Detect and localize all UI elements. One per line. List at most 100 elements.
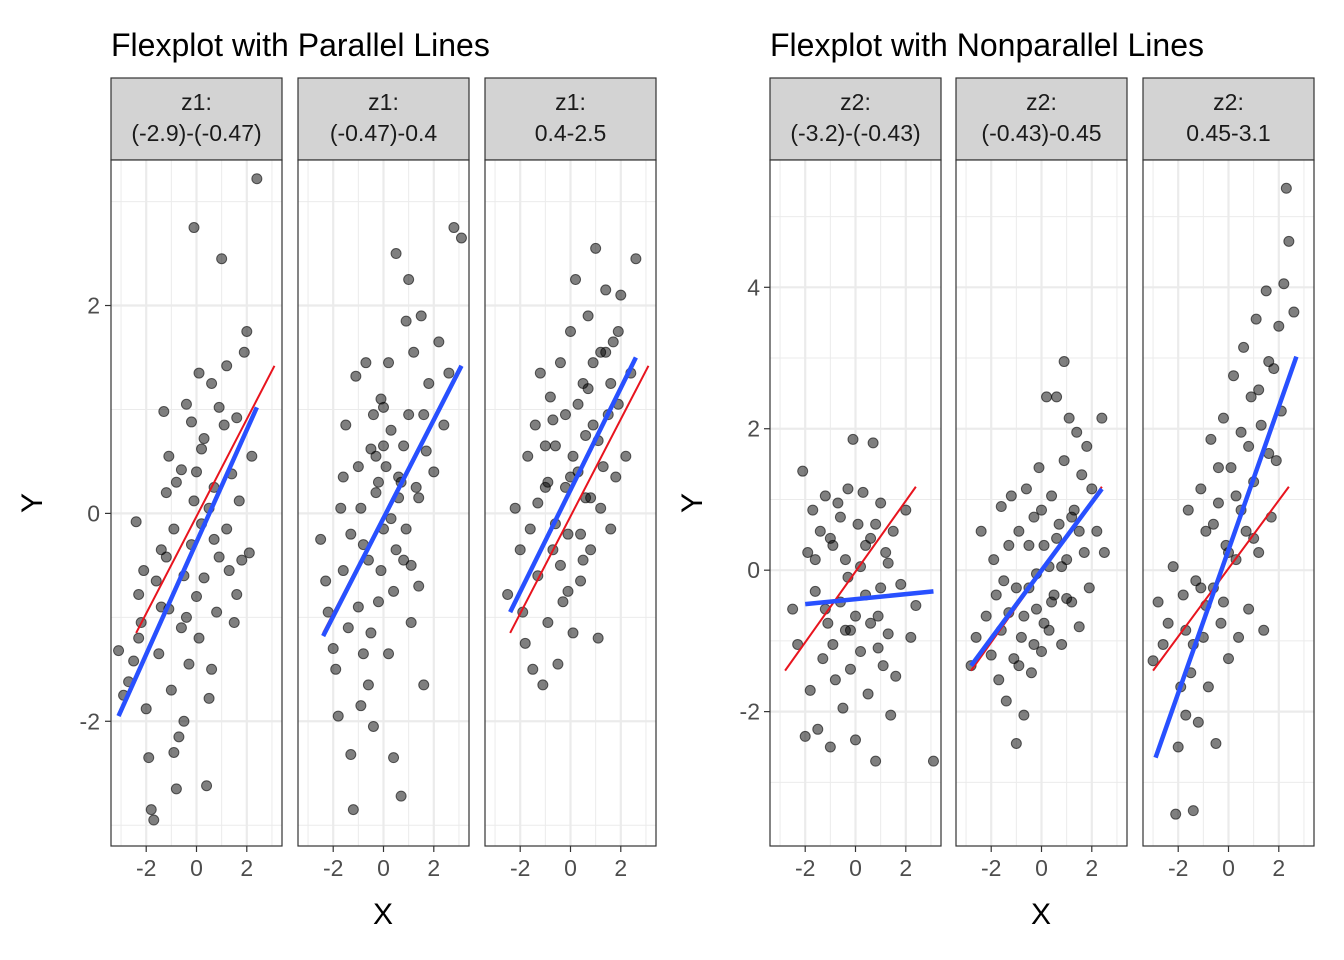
data-point bbox=[221, 523, 233, 535]
data-point bbox=[575, 528, 587, 540]
data-point bbox=[1230, 490, 1242, 502]
data-point bbox=[408, 346, 420, 358]
data-point bbox=[150, 575, 162, 587]
data-point bbox=[438, 419, 450, 431]
data-point bbox=[241, 326, 253, 337]
data-point bbox=[587, 419, 599, 431]
data-point bbox=[509, 502, 521, 514]
facet-panel: z1: (-0.47)-0.4 -2 0 2 bbox=[297, 77, 470, 881]
data-point bbox=[1076, 469, 1088, 481]
data-point bbox=[872, 642, 884, 654]
data-point bbox=[1015, 631, 1027, 643]
red-fit-line bbox=[135, 365, 276, 634]
data-point bbox=[410, 481, 422, 493]
data-point bbox=[1172, 741, 1184, 753]
data-point bbox=[1152, 596, 1164, 608]
data-point bbox=[1250, 313, 1262, 325]
data-point bbox=[975, 525, 987, 537]
data-point bbox=[415, 310, 427, 322]
data-point bbox=[877, 660, 889, 672]
data-point bbox=[865, 617, 877, 629]
data-point bbox=[872, 610, 884, 622]
facet-strip bbox=[1142, 77, 1315, 161]
data-point bbox=[1243, 440, 1255, 452]
data-point bbox=[211, 606, 223, 618]
data-point bbox=[1078, 547, 1090, 559]
data-point bbox=[1187, 805, 1199, 817]
data-point bbox=[1013, 525, 1025, 537]
data-point bbox=[170, 783, 182, 795]
data-point bbox=[1235, 426, 1247, 438]
scatter-points bbox=[502, 242, 642, 691]
data-point bbox=[380, 461, 392, 473]
data-point bbox=[817, 653, 829, 665]
data-point bbox=[206, 663, 218, 675]
data-point bbox=[585, 492, 597, 504]
data-point bbox=[592, 632, 604, 644]
data-point bbox=[130, 516, 142, 528]
data-point bbox=[236, 554, 248, 566]
blue-fit-line bbox=[116, 406, 259, 717]
data-point bbox=[1243, 603, 1255, 615]
data-point bbox=[1233, 631, 1245, 643]
data-point bbox=[1180, 709, 1192, 721]
scatter-points bbox=[1147, 182, 1300, 820]
facet-strip-label: z2: bbox=[1213, 89, 1244, 115]
data-point bbox=[148, 814, 160, 826]
data-point bbox=[1283, 235, 1295, 247]
facet-panel: z2: 0.45-3.1 -2 0 2 bbox=[1142, 77, 1315, 881]
data-point bbox=[335, 502, 347, 514]
data-point bbox=[145, 804, 157, 816]
facet-panel: z2: (-3.2)-(-0.43) -2 0 2 -2 0 2 4 bbox=[740, 77, 942, 881]
data-point bbox=[350, 370, 362, 382]
data-point bbox=[185, 416, 197, 428]
data-point bbox=[885, 709, 897, 721]
data-point bbox=[390, 248, 402, 260]
chart-title: Flexplot with Parallel Lines bbox=[111, 27, 490, 63]
y-axis-label: Y bbox=[676, 493, 709, 513]
data-point bbox=[168, 523, 180, 535]
x-tick-label: 2 bbox=[899, 855, 912, 881]
data-point bbox=[158, 406, 170, 418]
data-point bbox=[183, 658, 195, 670]
x-tick-label: -2 bbox=[323, 855, 343, 881]
data-point bbox=[153, 648, 165, 660]
data-point bbox=[870, 755, 882, 767]
data-point bbox=[1263, 356, 1275, 368]
x-tick-label: 2 bbox=[1085, 855, 1098, 881]
data-point bbox=[418, 409, 430, 421]
data-point bbox=[998, 575, 1010, 587]
data-point bbox=[514, 544, 526, 556]
x-tick-label: 2 bbox=[427, 855, 440, 881]
data-point bbox=[797, 465, 809, 477]
data-point bbox=[448, 222, 460, 234]
data-point bbox=[1288, 306, 1300, 318]
facet-strip bbox=[955, 77, 1128, 161]
data-point bbox=[1278, 278, 1290, 290]
chart-title: Flexplot with Nonparallel Lines bbox=[770, 27, 1204, 63]
data-point bbox=[208, 533, 220, 545]
chart-nonparallel-lines: Flexplot with Nonparallel Lines z2: (-3.2)… bbox=[676, 27, 1315, 931]
data-point bbox=[433, 336, 445, 348]
data-point bbox=[201, 780, 213, 792]
data-point bbox=[842, 483, 854, 495]
data-point bbox=[133, 588, 145, 600]
data-point bbox=[605, 523, 617, 535]
data-point bbox=[827, 638, 839, 650]
data-point bbox=[198, 433, 210, 445]
data-point bbox=[814, 525, 826, 537]
data-point bbox=[405, 617, 417, 629]
data-point bbox=[1255, 419, 1267, 431]
data-point bbox=[832, 497, 844, 509]
data-point bbox=[1245, 391, 1257, 403]
data-point bbox=[539, 440, 551, 452]
data-point bbox=[809, 554, 821, 566]
data-point bbox=[193, 632, 205, 644]
data-point bbox=[128, 655, 140, 667]
x-tick-label: 2 bbox=[614, 855, 627, 881]
data-point bbox=[1063, 412, 1075, 424]
data-point bbox=[383, 648, 395, 660]
data-point bbox=[890, 670, 902, 682]
data-point bbox=[1273, 320, 1285, 332]
data-point bbox=[850, 610, 861, 622]
